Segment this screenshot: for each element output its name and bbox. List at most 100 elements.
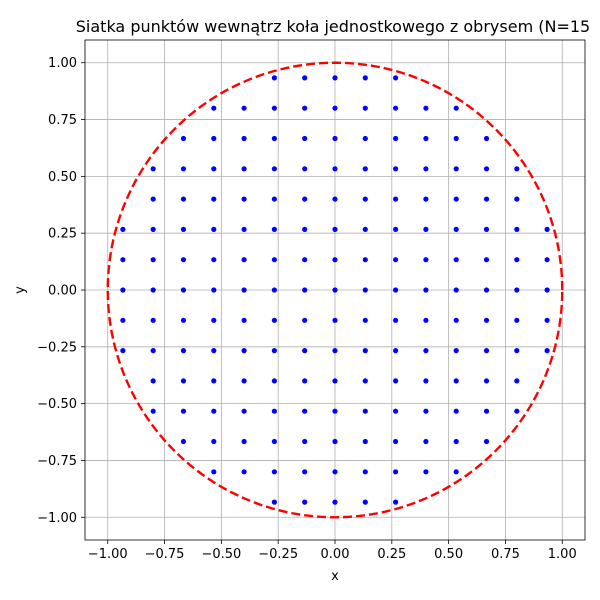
data-point — [271, 75, 277, 81]
x-tick-label: 0.50 — [434, 547, 463, 562]
data-point — [453, 166, 459, 172]
data-point — [271, 378, 277, 384]
data-point — [332, 499, 338, 505]
data-point — [241, 105, 247, 111]
data-point — [362, 499, 368, 505]
data-point — [453, 378, 459, 384]
data-point — [150, 348, 156, 354]
data-point — [332, 135, 338, 142]
data-point — [271, 135, 277, 142]
data-point — [393, 196, 399, 202]
data-point — [211, 166, 217, 172]
x-tick-label: −0.75 — [145, 547, 185, 562]
x-tick-label: 0.00 — [321, 547, 350, 562]
data-point — [332, 348, 338, 354]
data-point — [120, 348, 126, 354]
data-point — [211, 408, 217, 414]
data-point — [302, 287, 308, 293]
data-point — [211, 105, 217, 111]
data-point — [362, 105, 368, 111]
data-point — [423, 378, 429, 384]
data-point — [180, 166, 187, 172]
data-point — [423, 166, 429, 172]
data-point — [120, 226, 126, 232]
data-point — [271, 166, 277, 172]
y-axis-ticks: −1.00 −0.75 −0.50 −0.25 0.00 0.25 0.50 0.75 1.00 — [37, 56, 85, 526]
grid-points — [120, 75, 550, 505]
data-point — [332, 75, 338, 81]
data-point — [241, 196, 247, 202]
data-point — [483, 378, 490, 384]
data-point — [423, 348, 429, 354]
data-point — [423, 469, 429, 475]
data-point — [362, 378, 368, 384]
x-tick-label: 1.00 — [548, 547, 577, 562]
data-point — [362, 257, 368, 263]
data-point — [544, 287, 550, 293]
data-point — [453, 105, 459, 111]
data-point — [423, 408, 429, 414]
data-point — [150, 226, 156, 232]
y-tick-label: 1.00 — [48, 56, 77, 71]
data-point — [453, 348, 459, 354]
data-point — [453, 226, 459, 232]
data-point — [393, 75, 399, 81]
data-point — [514, 378, 520, 384]
data-point — [393, 348, 399, 354]
data-point — [241, 378, 247, 384]
data-point — [393, 257, 399, 263]
data-point — [423, 317, 429, 323]
data-point — [362, 75, 368, 81]
data-point — [271, 438, 277, 445]
data-point — [514, 166, 520, 172]
data-point — [332, 408, 338, 414]
data-point — [332, 196, 338, 202]
data-point — [241, 408, 247, 414]
data-point — [393, 408, 399, 414]
x-tick-label: 0.25 — [377, 547, 406, 562]
data-point — [483, 257, 490, 263]
data-point — [423, 287, 429, 293]
data-point — [120, 257, 126, 263]
data-point — [453, 135, 459, 142]
data-point — [514, 257, 520, 263]
data-point — [180, 226, 187, 232]
data-point — [180, 257, 187, 263]
unit-circle-outline — [106, 61, 564, 519]
data-point — [302, 166, 308, 172]
data-point — [271, 105, 277, 111]
data-point — [453, 196, 459, 202]
data-point — [241, 166, 247, 172]
data-point — [302, 226, 308, 232]
data-point — [211, 226, 217, 232]
x-axis-ticks: −1.00 −0.75 −0.50 −0.25 0.00 0.25 0.50 0.75 1.00 — [88, 540, 577, 562]
data-point — [483, 408, 490, 414]
data-point — [271, 348, 277, 354]
y-tick-label: 0.25 — [48, 227, 77, 242]
data-point — [332, 226, 338, 232]
data-point — [302, 378, 308, 384]
data-point — [362, 287, 368, 293]
data-point — [241, 469, 247, 475]
data-point — [514, 196, 520, 202]
data-point — [302, 257, 308, 263]
y-tick-label: 0.00 — [48, 284, 77, 299]
data-point — [150, 378, 156, 384]
data-point — [514, 226, 520, 232]
y-tick-label: −0.50 — [37, 397, 77, 412]
data-point — [271, 226, 277, 232]
data-point — [332, 438, 338, 445]
data-point — [302, 438, 308, 445]
data-point — [423, 438, 429, 445]
data-point — [362, 226, 368, 232]
data-point — [544, 226, 550, 232]
data-point — [514, 317, 520, 323]
data-point — [211, 317, 217, 323]
data-point — [483, 135, 490, 142]
data-point — [271, 317, 277, 323]
data-point — [362, 438, 368, 445]
data-point — [423, 135, 429, 142]
y-tick-label: 0.50 — [48, 170, 77, 185]
x-tick-label: −1.00 — [88, 547, 128, 562]
data-point — [544, 317, 550, 323]
